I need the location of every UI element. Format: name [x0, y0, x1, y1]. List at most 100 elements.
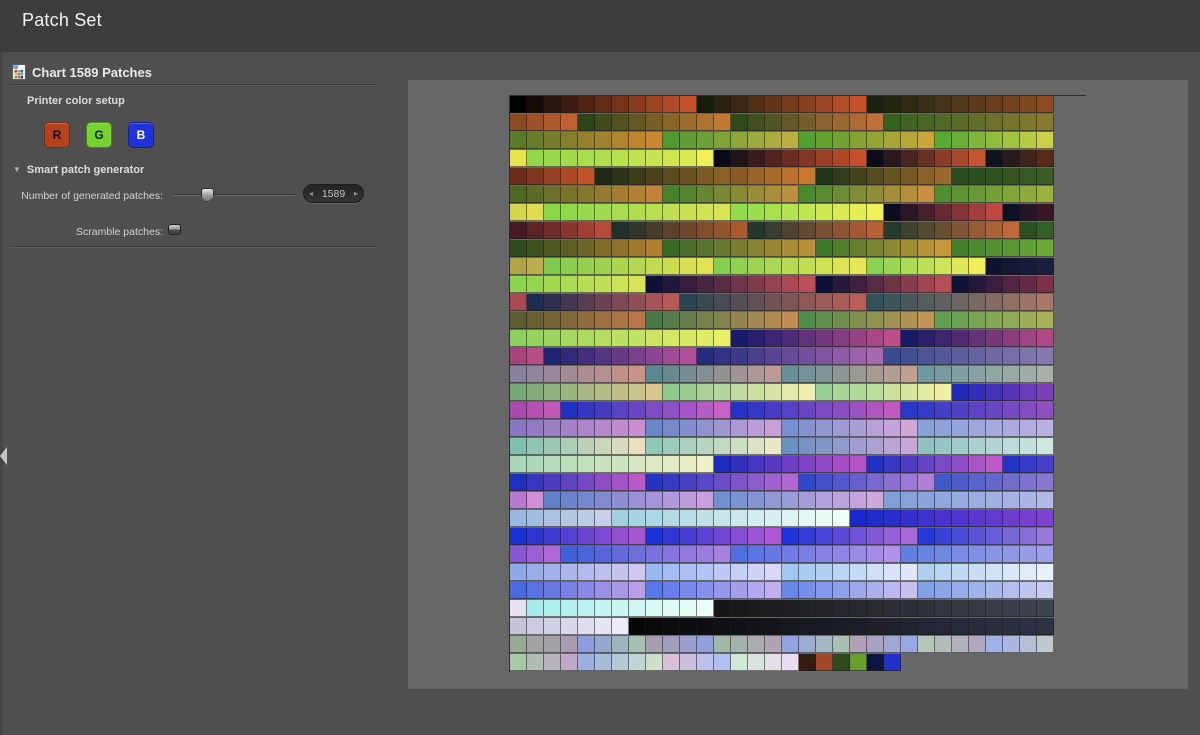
patch-cell [986, 222, 1003, 239]
patch-cell [918, 402, 935, 419]
patch-cell [748, 402, 765, 419]
patch-cell [629, 600, 646, 617]
patch-cell [663, 528, 680, 545]
patch-count-value[interactable]: 1589 [321, 187, 346, 200]
patch-cell [867, 402, 884, 419]
patch-cell [595, 294, 612, 311]
patch-cell [765, 492, 782, 509]
patch-cell [510, 96, 527, 113]
patch-cell [833, 654, 850, 671]
blue-channel-button[interactable]: B [128, 122, 154, 148]
patch-cell [748, 150, 765, 167]
patch-cell [595, 384, 612, 401]
patch-cell [1003, 222, 1020, 239]
patch-cell [714, 366, 731, 383]
patch-cell [918, 510, 935, 527]
patch-cell [1037, 294, 1054, 311]
patch-cell [680, 420, 697, 437]
spinner-decrement-icon[interactable]: ◂ [309, 188, 314, 198]
patch-cell [646, 168, 663, 185]
patch-cell [680, 294, 697, 311]
patch-cell [1037, 330, 1054, 347]
patch-cell [986, 582, 1003, 599]
patch-cell [697, 420, 714, 437]
patch-cell [969, 546, 986, 563]
patch-cell [969, 474, 986, 491]
patch-cell [986, 384, 1003, 401]
patch-cell [952, 222, 969, 239]
patch-cell [510, 258, 527, 275]
patch-cell [578, 168, 595, 185]
patch-cell [799, 510, 816, 527]
patch-cell [527, 654, 544, 671]
patch-cell [952, 492, 969, 509]
patch-cell [935, 528, 952, 545]
smart-patch-generator-section[interactable]: ▼ Smart patch generator [13, 164, 144, 176]
patch-cell [765, 384, 782, 401]
patch-cell [714, 240, 731, 257]
patch-cell [510, 564, 527, 581]
patch-cell [527, 636, 544, 653]
patch-cell [510, 474, 527, 491]
patch-count-slider[interactable] [172, 186, 296, 204]
patch-cell [986, 366, 1003, 383]
patch-cell [612, 186, 629, 203]
patch-cell [799, 564, 816, 581]
patch-cell [748, 348, 765, 365]
patch-cell [697, 240, 714, 257]
patch-cell [663, 456, 680, 473]
patch-row [510, 312, 1086, 330]
slider-track[interactable] [172, 194, 296, 196]
patch-cell [765, 618, 782, 635]
patch-cell [748, 330, 765, 347]
patch-cell [612, 600, 629, 617]
slider-thumb[interactable] [200, 188, 214, 202]
patch-cell [986, 186, 1003, 203]
patch-cell [918, 150, 935, 167]
patch-cell [884, 618, 901, 635]
patch-cell [884, 294, 901, 311]
patch-cell [714, 294, 731, 311]
patch-cell [833, 384, 850, 401]
collapse-triangle-icon[interactable]: ▼ [13, 165, 21, 174]
patch-cell [782, 438, 799, 455]
patch-cell [578, 222, 595, 239]
patch-cell [544, 600, 561, 617]
patch-cell [595, 150, 612, 167]
patch-cell [612, 114, 629, 131]
spinner-increment-icon[interactable]: ▸ [353, 188, 358, 198]
patch-cell [646, 384, 663, 401]
patch-cell [867, 330, 884, 347]
patch-cell [1020, 492, 1037, 509]
patch-cell [646, 114, 663, 131]
patch-cell [969, 348, 986, 365]
patch-row [510, 510, 1086, 528]
patch-cell [850, 150, 867, 167]
patch-cell [1020, 204, 1037, 221]
patch-cell [901, 96, 918, 113]
sidebar-collapse-handle[interactable] [0, 447, 7, 465]
patch-cell [969, 402, 986, 419]
patch-cell [1003, 474, 1020, 491]
patch-cell [663, 546, 680, 563]
patch-row [510, 402, 1086, 420]
patch-cell [731, 222, 748, 239]
patch-cell [901, 420, 918, 437]
patch-cell [544, 258, 561, 275]
patch-cell [697, 258, 714, 275]
green-channel-button[interactable]: G [86, 122, 112, 148]
patch-cell [799, 312, 816, 329]
patch-cell [884, 474, 901, 491]
patch-cell [646, 402, 663, 419]
patch-cell [612, 204, 629, 221]
patch-cell [816, 510, 833, 527]
patch-cell [969, 222, 986, 239]
red-channel-button[interactable]: R [44, 122, 70, 148]
patch-count-spinner[interactable]: ◂ 1589 ▸ [303, 184, 364, 203]
patch-cell [612, 528, 629, 545]
patch-cell [612, 294, 629, 311]
patch-cell [714, 600, 731, 617]
patch-cell [731, 294, 748, 311]
patch-cell [952, 240, 969, 257]
scramble-patches-checkbox[interactable] [168, 224, 181, 235]
